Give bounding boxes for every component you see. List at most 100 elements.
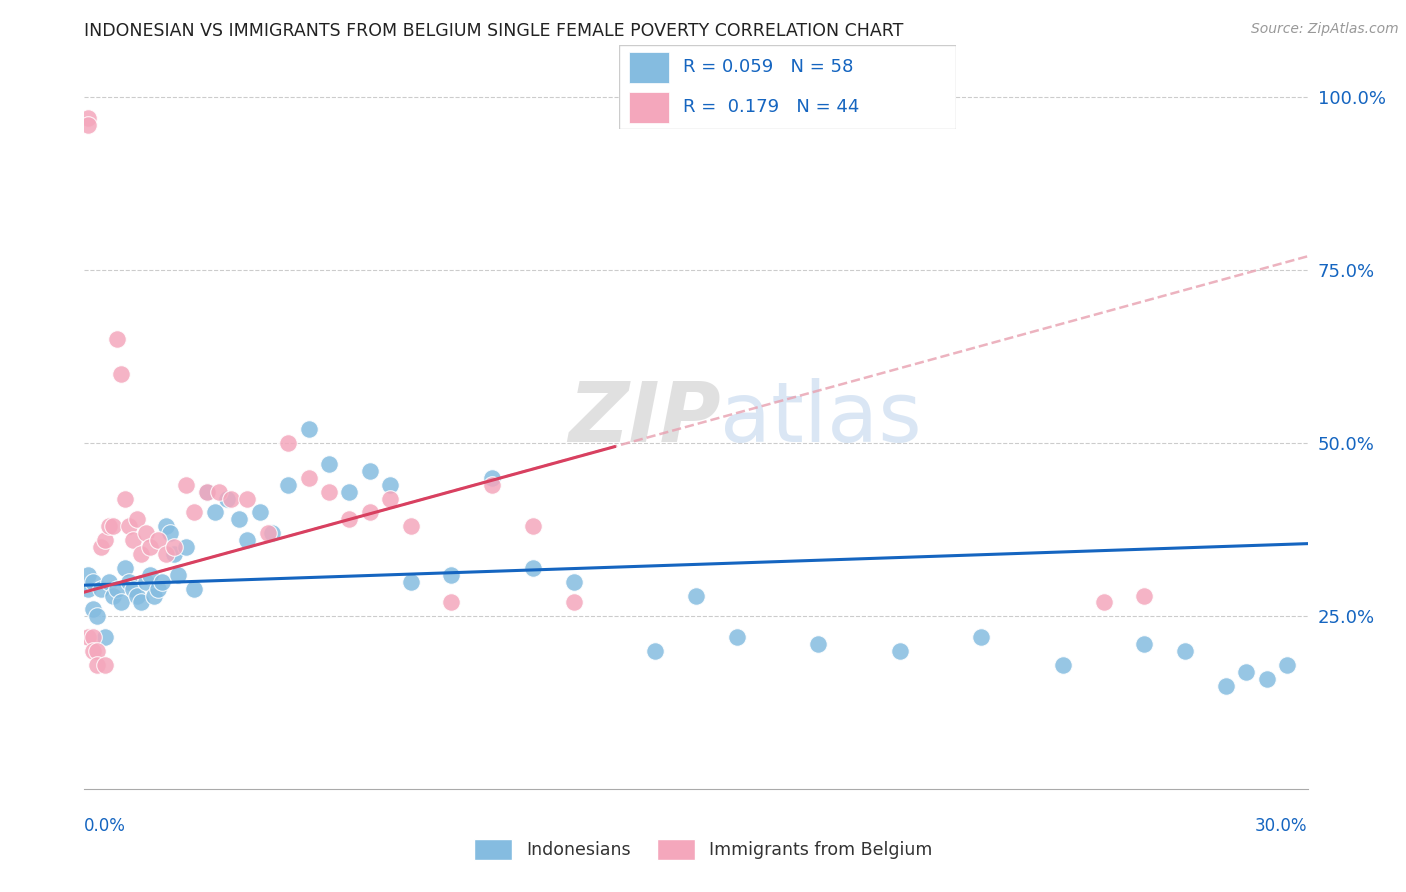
- Point: [236, 491, 259, 506]
- Point: [685, 589, 707, 603]
- Point: [725, 630, 748, 644]
- Point: [127, 512, 149, 526]
- Point: [298, 422, 321, 436]
- Point: [562, 595, 585, 609]
- Point: [1174, 644, 1197, 658]
- Point: [93, 630, 117, 644]
- Point: [1256, 672, 1278, 686]
- FancyBboxPatch shape: [619, 45, 956, 129]
- Point: [86, 657, 108, 672]
- Point: [97, 519, 120, 533]
- Point: [77, 567, 100, 582]
- Point: [1092, 595, 1115, 609]
- Point: [90, 582, 112, 596]
- Point: [1277, 657, 1299, 672]
- Point: [114, 561, 136, 575]
- Point: [110, 367, 132, 381]
- Point: [644, 644, 666, 658]
- Point: [359, 464, 381, 478]
- Point: [195, 484, 218, 499]
- Point: [163, 547, 186, 561]
- Text: Source: ZipAtlas.com: Source: ZipAtlas.com: [1251, 22, 1399, 37]
- Point: [82, 630, 104, 644]
- Point: [105, 582, 128, 596]
- Point: [90, 540, 112, 554]
- Legend: Indonesians, Immigrants from Belgium: Indonesians, Immigrants from Belgium: [467, 832, 939, 867]
- Point: [142, 589, 165, 603]
- Point: [440, 567, 463, 582]
- Point: [93, 657, 117, 672]
- Point: [122, 533, 145, 548]
- Point: [138, 567, 160, 582]
- Point: [1236, 665, 1258, 679]
- Point: [1215, 679, 1237, 693]
- Point: [228, 512, 250, 526]
- Point: [167, 567, 190, 582]
- Point: [114, 491, 136, 506]
- Point: [807, 637, 830, 651]
- Point: [522, 519, 544, 533]
- Point: [105, 332, 128, 346]
- Point: [176, 477, 198, 491]
- Point: [318, 484, 340, 499]
- Point: [970, 630, 993, 644]
- Point: [257, 526, 280, 541]
- Point: [77, 111, 100, 125]
- Point: [1052, 657, 1074, 672]
- Text: ZIP: ZIP: [568, 378, 720, 459]
- Point: [101, 519, 124, 533]
- Point: [150, 574, 173, 589]
- Point: [318, 457, 340, 471]
- Point: [86, 609, 108, 624]
- Point: [138, 540, 160, 554]
- Point: [135, 526, 157, 541]
- Text: INDONESIAN VS IMMIGRANTS FROM BELGIUM SINGLE FEMALE POVERTY CORRELATION CHART: INDONESIAN VS IMMIGRANTS FROM BELGIUM SI…: [84, 22, 904, 40]
- Point: [298, 471, 321, 485]
- Text: 30.0%: 30.0%: [1256, 817, 1308, 835]
- Point: [155, 547, 177, 561]
- Point: [236, 533, 259, 548]
- Point: [146, 533, 169, 548]
- Point: [1133, 637, 1156, 651]
- Point: [399, 519, 422, 533]
- Text: atlas: atlas: [720, 378, 922, 459]
- Point: [77, 118, 100, 132]
- Point: [101, 589, 124, 603]
- Point: [131, 547, 153, 561]
- Point: [183, 582, 205, 596]
- FancyBboxPatch shape: [628, 92, 669, 122]
- Point: [249, 506, 271, 520]
- Point: [176, 540, 198, 554]
- Point: [399, 574, 422, 589]
- Point: [481, 477, 503, 491]
- Point: [122, 582, 145, 596]
- Point: [260, 526, 283, 541]
- Text: R =  0.179   N = 44: R = 0.179 N = 44: [683, 98, 859, 116]
- FancyBboxPatch shape: [628, 53, 669, 83]
- Y-axis label: Single Female Poverty: Single Female Poverty: [0, 334, 8, 518]
- Point: [380, 491, 402, 506]
- Point: [339, 512, 361, 526]
- Point: [146, 582, 169, 596]
- Point: [77, 582, 100, 596]
- Point: [118, 519, 141, 533]
- Point: [97, 574, 120, 589]
- Point: [204, 506, 226, 520]
- Point: [82, 644, 104, 658]
- Point: [217, 491, 239, 506]
- Point: [118, 574, 141, 589]
- Point: [481, 471, 503, 485]
- Point: [163, 540, 186, 554]
- Point: [277, 436, 299, 450]
- Point: [110, 595, 132, 609]
- Point: [440, 595, 463, 609]
- Point: [359, 506, 381, 520]
- Point: [562, 574, 585, 589]
- Point: [77, 630, 100, 644]
- Point: [183, 506, 205, 520]
- Point: [195, 484, 218, 499]
- Text: R = 0.059   N = 58: R = 0.059 N = 58: [683, 59, 853, 77]
- Point: [522, 561, 544, 575]
- Point: [889, 644, 911, 658]
- Text: 0.0%: 0.0%: [84, 817, 127, 835]
